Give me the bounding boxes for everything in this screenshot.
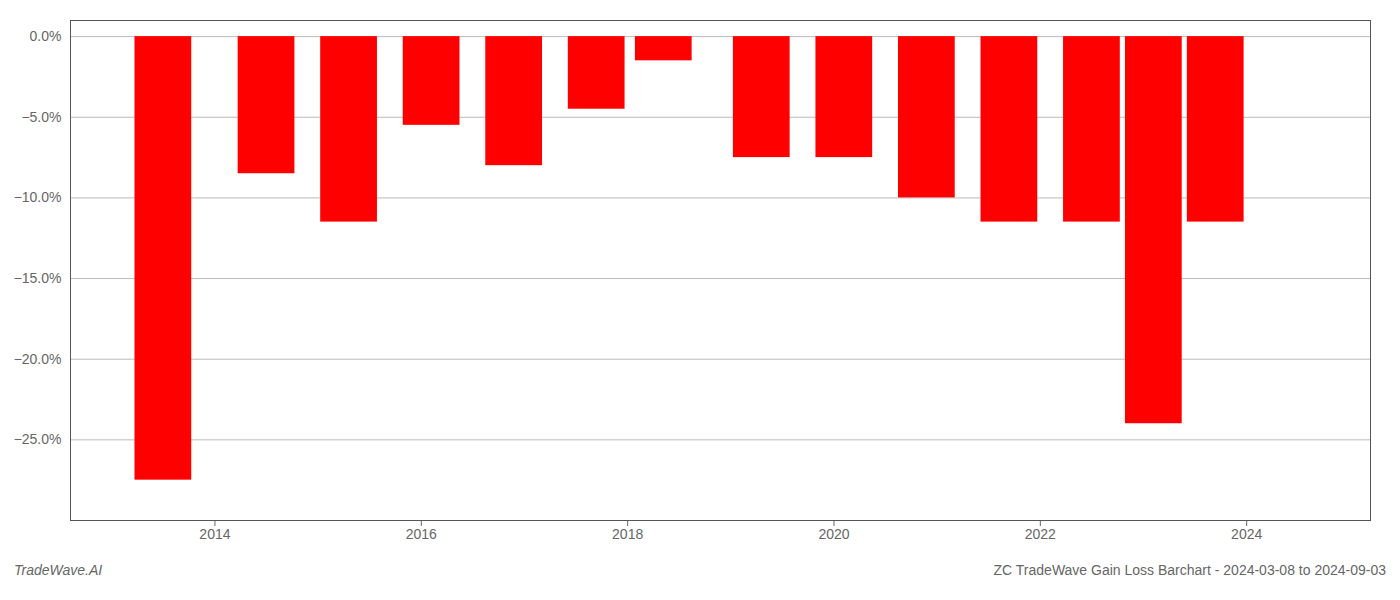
- svg-text:2022: 2022: [1025, 526, 1056, 542]
- svg-text:−10.0%: −10.0%: [14, 189, 62, 205]
- svg-text:−5.0%: −5.0%: [21, 109, 61, 125]
- svg-text:0.0%: 0.0%: [30, 28, 62, 44]
- html-text:TradeWave.AI: TradeWave.AI: [14, 562, 103, 578]
- svg-text:2016: 2016: [406, 526, 437, 542]
- svg-text:2014: 2014: [199, 526, 230, 542]
- svg-text:2024: 2024: [1231, 526, 1262, 542]
- svg-text:−25.0%: −25.0%: [14, 431, 62, 447]
- svg-text:−20.0%: −20.0%: [14, 351, 62, 367]
- svg-text:2020: 2020: [818, 526, 849, 542]
- svg-text:−15.0%: −15.0%: [14, 270, 62, 286]
- svg-text:2018: 2018: [612, 526, 643, 542]
- html-text:ZC TradeWave Gain Loss Barchar: ZC TradeWave Gain Loss Barchart - 2024-0…: [993, 562, 1386, 578]
